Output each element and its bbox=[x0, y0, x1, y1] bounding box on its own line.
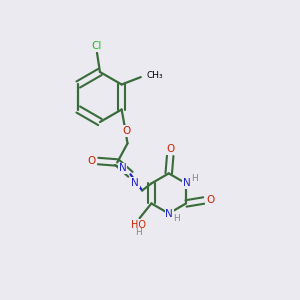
Text: CH₃: CH₃ bbox=[146, 71, 163, 80]
Text: N: N bbox=[165, 209, 173, 219]
Text: N: N bbox=[131, 178, 139, 188]
Text: O: O bbox=[166, 144, 174, 154]
Text: H: H bbox=[135, 228, 142, 237]
Text: N: N bbox=[118, 164, 126, 173]
Text: O: O bbox=[206, 196, 214, 206]
Text: Cl: Cl bbox=[92, 41, 102, 51]
Text: N: N bbox=[183, 178, 190, 188]
Text: HO: HO bbox=[130, 220, 146, 230]
Text: O: O bbox=[88, 156, 96, 166]
Text: H: H bbox=[191, 174, 198, 183]
Text: O: O bbox=[122, 126, 130, 136]
Text: H: H bbox=[174, 214, 180, 223]
